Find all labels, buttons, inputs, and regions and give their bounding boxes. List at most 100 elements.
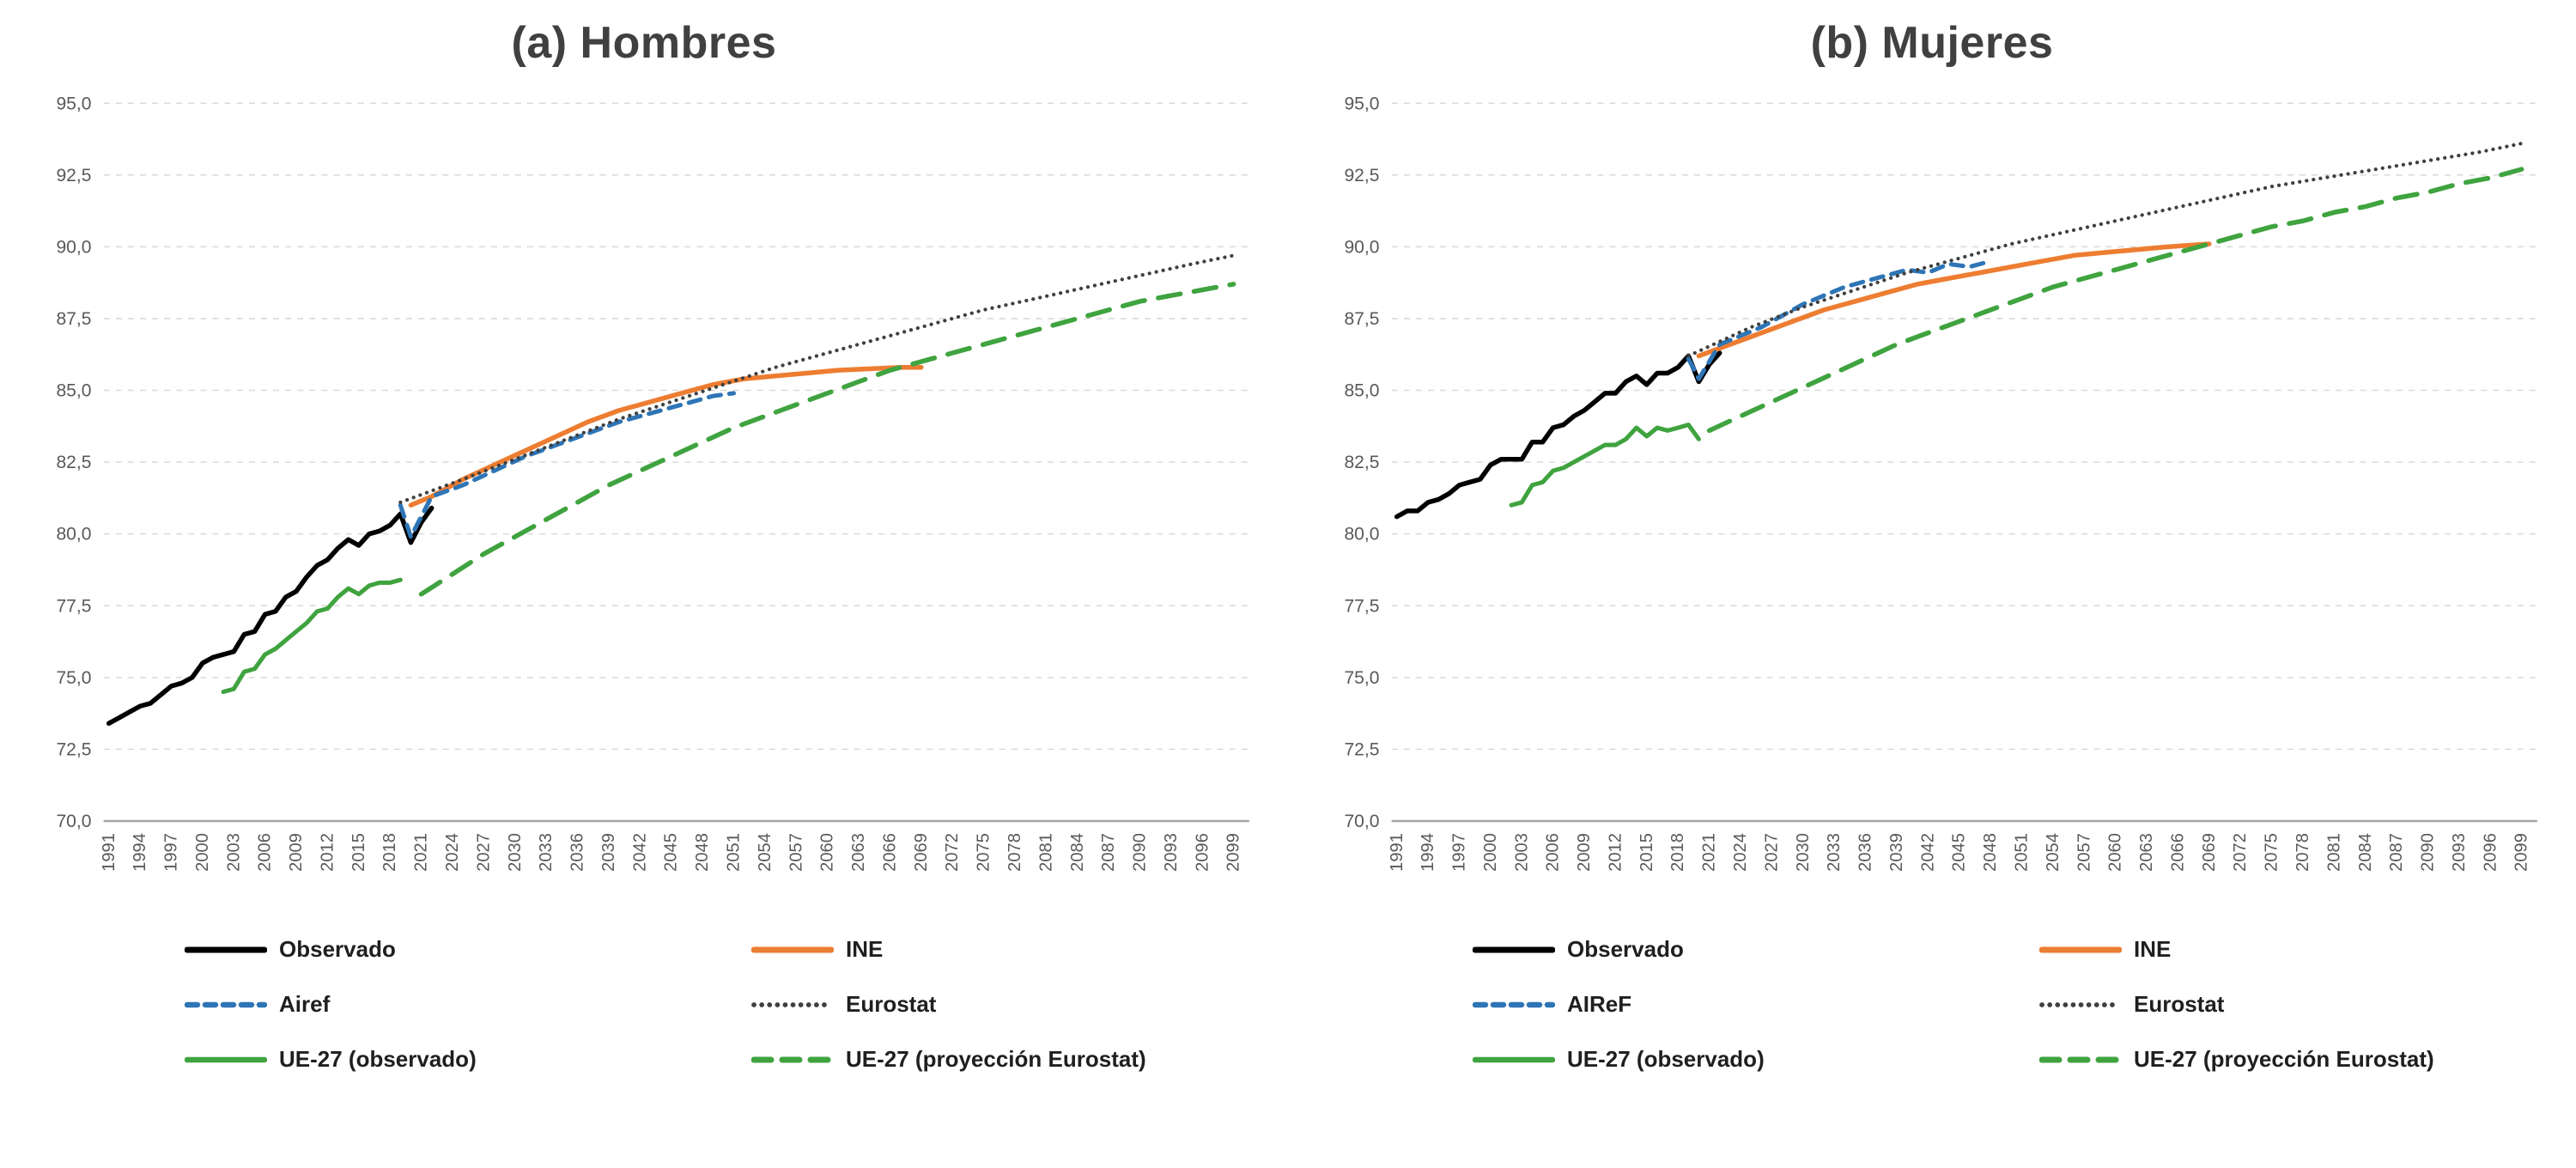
legend-swatch-ine (2039, 946, 2122, 953)
x-axis-label: 2000 (1481, 833, 1500, 872)
series-line-ue-27-proyecci-n-eurostat (1706, 167, 2524, 434)
chart-mujeres: 95,0 92,5 90,0 87,5 85,0 82,5 80,0 77,5 75,0 72,5… (1309, 77, 2555, 934)
legend-label-observado: Observado (279, 936, 396, 963)
x-axis-label: 2069 (2200, 833, 2219, 872)
legend-label-ue-27-observado: UE-27 (observado) (1567, 1046, 1765, 1073)
y-axis-label: 70,0 (56, 812, 91, 831)
x-axis-label: 2099 (1224, 833, 1243, 872)
x-axis-label: 2006 (1544, 833, 1563, 872)
x-axis-label: 2084 (1068, 833, 1087, 872)
legend-item-ine: INE (2039, 935, 2576, 964)
x-axis-label: 2099 (2512, 833, 2531, 872)
x-axis-label: 2024 (443, 833, 462, 872)
legend-mujeres: Observado INE AIReF Eurostat UE-27 (observad… (1473, 935, 2576, 1074)
x-axis-label: 2045 (1950, 833, 1969, 872)
y-axis-label: 92,5 (1344, 166, 1379, 186)
legend-label-airef: AIReF (1567, 991, 1632, 1018)
legend-label-airef: Airef (279, 991, 331, 1018)
series-line-ue-27-observado (1509, 423, 1701, 508)
legend-item-eurostat: Eurostat (751, 990, 1288, 1019)
legend-label-eurostat: Eurostat (2134, 991, 2225, 1018)
x-axis-label: 2051 (725, 833, 744, 872)
x-axis-label: 2066 (880, 833, 899, 872)
y-axis-label: 75,0 (1344, 668, 1379, 688)
x-axis-label: 2087 (1099, 833, 1118, 872)
y-axis-label: 95,0 (56, 94, 91, 113)
y-axis-label: 90,0 (1344, 237, 1379, 257)
legend-swatch-ine (751, 946, 834, 953)
legend-item-airef: AIReF (1473, 990, 2031, 1019)
x-axis-label: 2093 (2450, 833, 2469, 872)
legend-hombres: Observado INE Airef Eurostat UE-27 (observad… (185, 935, 1288, 1074)
x-axis-label: 2054 (2044, 833, 2063, 872)
y-axis-label: 90,0 (56, 237, 91, 257)
chart-title-hombres: (a) Hombres (511, 18, 777, 68)
legend-label-eurostat: Eurostat (846, 991, 937, 1018)
legend-swatch-observado (1473, 946, 1555, 953)
legend-label-ue-27-proyecci-n-eurostat: UE-27 (proyección Eurostat) (2134, 1046, 2434, 1073)
x-axis-label: 2021 (412, 833, 431, 872)
legend-item-ine: INE (751, 935, 1288, 964)
legend-item-ue-27-proyecci-n-eurostat: UE-27 (proyección Eurostat) (751, 1045, 1288, 1074)
x-axis-label: 2048 (693, 833, 712, 872)
legend-item-airef: Airef (185, 990, 743, 1019)
x-axis-label: 2039 (1887, 833, 1906, 872)
legend-item-eurostat: Eurostat (2039, 990, 2576, 1019)
x-axis-label: 2060 (2106, 833, 2125, 872)
x-axis-label: 1997 (162, 833, 181, 872)
y-axis-label: 87,5 (56, 309, 91, 329)
legend-label-ine: INE (846, 936, 884, 963)
y-axis-label: 80,0 (56, 525, 91, 544)
x-axis-label: 2057 (787, 833, 805, 872)
legend-swatch-eurostat (751, 1002, 834, 1007)
x-axis-label: 2075 (2263, 833, 2281, 872)
legend-swatch-eurostat (2039, 1002, 2122, 1007)
legend-label-ue-27-observado: UE-27 (observado) (279, 1046, 477, 1073)
x-axis-label: 2027 (474, 833, 493, 872)
legend-item-ue-27-observado: UE-27 (observado) (1473, 1045, 2031, 1074)
x-axis-label: 2018 (380, 833, 399, 872)
x-axis-label: 2042 (630, 833, 649, 872)
legend-item-ue-27-proyecci-n-eurostat: UE-27 (proyección Eurostat) (2039, 1045, 2576, 1074)
legend-label-observado: Observado (1567, 936, 1684, 963)
legend-item-ue-27-observado: UE-27 (observado) (185, 1045, 743, 1074)
x-axis-label: 2063 (2137, 833, 2156, 872)
series-line-airef (398, 391, 737, 539)
x-axis-label: 1994 (131, 833, 149, 872)
y-axis-label: 95,0 (1344, 94, 1379, 113)
x-axis-label: 1994 (1419, 833, 1437, 872)
x-axis-label: 2009 (1575, 833, 1594, 872)
x-axis-label: 2012 (1606, 833, 1625, 872)
y-axis-label: 87,5 (1344, 309, 1379, 329)
legend-swatch-ue-27-proyecci-n-eurostat (2039, 1056, 2122, 1063)
series-line-eurostat (398, 253, 1236, 505)
y-axis-label: 72,5 (56, 739, 91, 759)
x-axis-label: 2003 (224, 833, 243, 872)
x-axis-label: 2069 (912, 833, 931, 872)
x-axis-label: 2006 (256, 833, 275, 872)
x-axis-label: 1991 (100, 833, 118, 872)
x-axis-label: 2054 (756, 833, 775, 872)
x-axis-label: 2045 (662, 833, 681, 872)
chart-plot: 95,0 92,5 90,0 87,5 85,0 82,5 80,0 77,5 75,0 72,5… (1344, 94, 2537, 872)
legend-label-ine: INE (2134, 936, 2172, 963)
y-axis-label: 77,5 (56, 596, 91, 616)
chart-panel-hombres: (a) Hombres 95,0 92,5 90,0 87,5 85,0 82,5 80,0… (21, 18, 1288, 1074)
legend-swatch-ue-27-observado (1473, 1056, 1555, 1063)
x-axis-label: 2036 (568, 833, 587, 872)
y-axis-label: 80,0 (1344, 525, 1379, 544)
legend-swatch-ue-27-proyecci-n-eurostat (751, 1056, 834, 1063)
x-axis-label: 2000 (193, 833, 212, 872)
x-axis-label: 2033 (537, 833, 556, 872)
chart-hombres: 95,0 92,5 90,0 87,5 85,0 82,5 80,0 77,5 75,0 72,5… (21, 77, 1267, 934)
x-axis-label: 2066 (2168, 833, 2187, 872)
y-axis-label: 77,5 (1344, 596, 1379, 616)
y-axis-label: 75,0 (56, 668, 91, 688)
x-axis-label: 1991 (1388, 833, 1406, 872)
y-axis-label: 70,0 (1344, 812, 1379, 831)
x-axis-label: 2036 (1856, 833, 1875, 872)
x-axis-label: 2096 (2481, 833, 2500, 872)
x-axis-label: 2015 (349, 833, 368, 872)
x-axis-label: 2081 (2324, 833, 2343, 872)
x-axis-label: 2057 (2075, 833, 2093, 872)
